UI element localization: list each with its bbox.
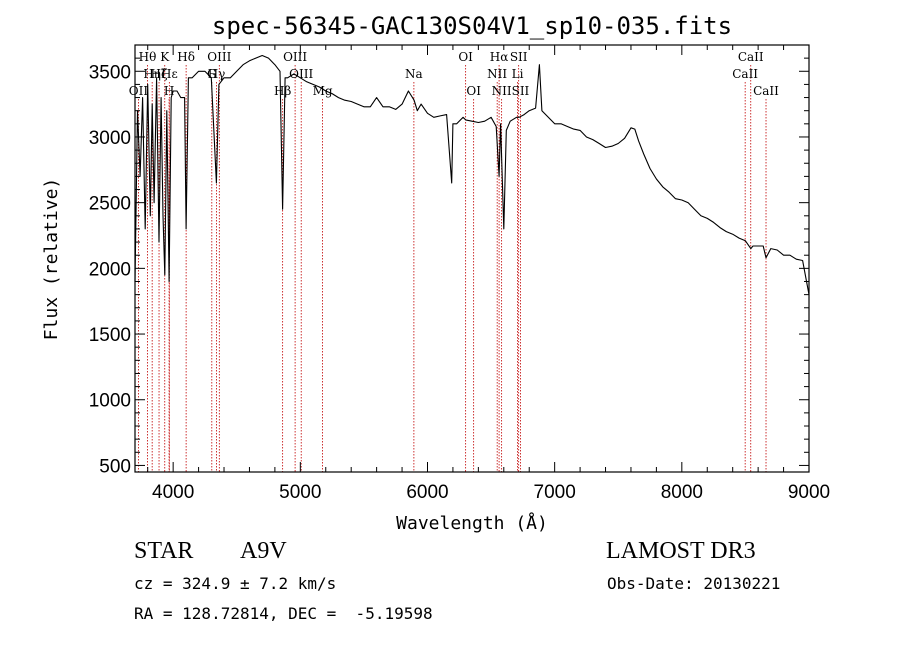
- y-tick-label: 2000: [89, 259, 131, 280]
- obs-date: Obs-Date: 20130221: [607, 574, 781, 593]
- y-tick-label: 3000: [89, 128, 131, 149]
- y-axis-label: Flux (relative): [41, 178, 62, 341]
- spectral-line-label: SII: [512, 84, 530, 98]
- coordinates: RA = 128.72814, DEC = -5.19598: [134, 604, 433, 623]
- spectral-line-label: Hθ: [139, 50, 157, 64]
- spectral-line-label: Hε: [161, 67, 178, 81]
- spectral-lines-layer: [138, 65, 767, 472]
- spectral-line-label: K: [160, 50, 170, 64]
- spectral-line-label: OI: [458, 50, 473, 64]
- x-tick-label: 5000: [279, 482, 321, 503]
- x-tick-label: 9000: [788, 482, 830, 503]
- spectral-line-label: Li: [512, 67, 524, 81]
- survey-name: LAMOST DR3: [606, 538, 756, 564]
- plot-frame: [134, 44, 810, 473]
- y-tick-label: 1000: [89, 391, 131, 412]
- y-tick-label: 1500: [89, 325, 131, 346]
- x-tick-label: 4000: [152, 482, 194, 503]
- spectral-line-label: Hζ: [151, 67, 168, 81]
- spectral-line-label: G: [207, 67, 217, 81]
- spectral-line-label: OIII: [289, 67, 313, 81]
- spectral-line-label: OI: [466, 84, 481, 98]
- axes-layer: 4000 5000 6000 7000 8000 9000 500 1000 1500 2000 2…: [89, 44, 830, 503]
- object-type: STAR: [134, 538, 194, 564]
- spectral-line-label: Hγ: [208, 67, 226, 81]
- object-subclass: A9V: [240, 538, 287, 564]
- spectral-line-label: OIII: [207, 50, 231, 64]
- spectral-line-label: CaII: [738, 50, 764, 64]
- y-tick-label: 2500: [89, 194, 131, 215]
- x-tick-label: 6000: [406, 482, 448, 503]
- redshift-text: cz = 324.9 ± 7.2 km/s: [134, 574, 337, 593]
- spectral-line-label: Na: [405, 67, 423, 81]
- spectral-line-label: NII: [487, 67, 507, 81]
- spectral-line-label: Mg: [313, 84, 333, 98]
- x-tick-label: 8000: [661, 482, 703, 503]
- spectral-line-label: OII: [129, 84, 149, 98]
- spectral-line-label: Hδ: [177, 50, 195, 64]
- spectral-line-label: CaII: [753, 84, 779, 98]
- spectral-line-label: Hβ: [274, 84, 291, 98]
- y-tick-label: 3500: [89, 62, 131, 83]
- spectral-line-label: SII: [510, 50, 528, 64]
- x-axis-label: Wavelength (Å): [396, 512, 548, 534]
- spectral-line-label: Hα: [490, 50, 509, 64]
- spectral-line-label: H: [164, 84, 174, 98]
- chart-title: spec-56345-GAC130S04V1_sp10-035.fits: [212, 12, 732, 40]
- spectral-line-label: CaII: [732, 67, 758, 81]
- spectral-line-label: NII: [492, 84, 512, 98]
- spectral-line-labels-layer: HθOIIHηHζKHHεHδGOIIIHγHβOIIIOIIIMgNaOIOI…: [129, 50, 779, 98]
- y-tick-label: 500: [99, 456, 131, 477]
- spectral-line-label: OIII: [283, 50, 307, 64]
- spectrum-line: [134, 54, 810, 295]
- x-tick-label: 7000: [534, 482, 576, 503]
